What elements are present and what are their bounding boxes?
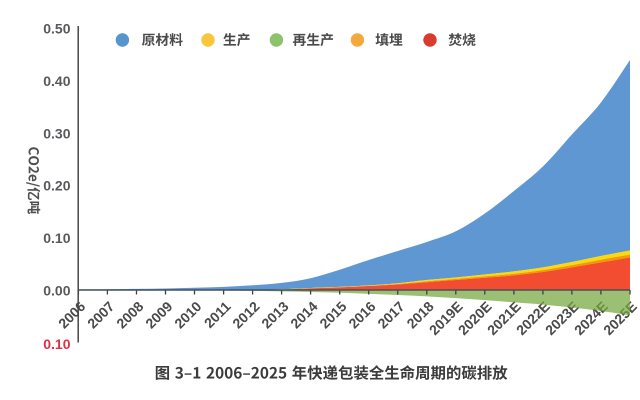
svg-text:0.50: 0.50 — [43, 21, 70, 37]
svg-text:0.30: 0.30 — [43, 125, 70, 141]
svg-text:0.40: 0.40 — [43, 73, 70, 89]
svg-text:0.10: 0.10 — [43, 230, 70, 246]
svg-text:0.10: 0.10 — [43, 336, 70, 352]
svg-text:0.00: 0.00 — [43, 283, 70, 299]
svg-text:0.20: 0.20 — [43, 178, 70, 194]
